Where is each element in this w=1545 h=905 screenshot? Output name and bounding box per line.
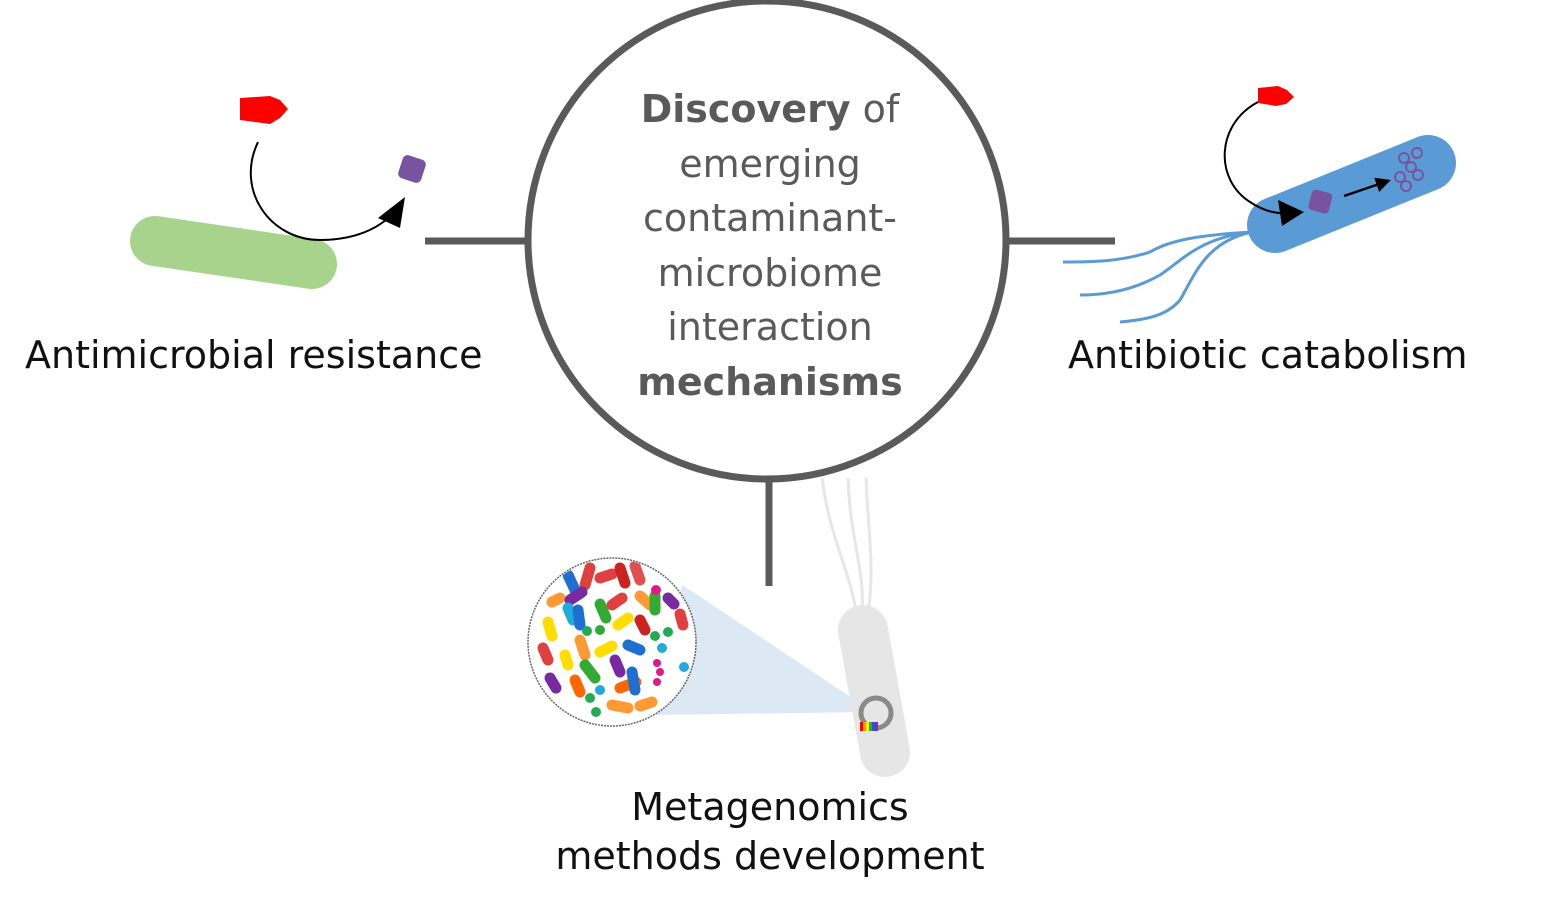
purple-metabolite-icon [398, 155, 426, 183]
green-bacterium [130, 216, 337, 289]
red-antibiotic-molecule-icon [240, 96, 288, 124]
degradation-products-icon [1394, 147, 1424, 192]
gray-flagella [820, 477, 873, 613]
magnifier-beam [650, 585, 868, 715]
antibiotic-catabolism-label: Antibiotic catabolism [1068, 333, 1468, 377]
hub-circle [524, 0, 1010, 483]
metagenomics-label-line1: Metagenomics [631, 785, 909, 829]
uptake-arrowhead-icon [1278, 200, 1304, 226]
resistance-arrowhead-icon [378, 197, 405, 228]
hub-title-line4: microbiome [657, 250, 883, 295]
antibiotic-catabolism-illustration [1062, 86, 1456, 324]
hub-title-line3: contaminant- [642, 196, 898, 240]
hub-title-line2: emerging [679, 141, 861, 186]
degradation-arrow [1343, 177, 1391, 198]
connector-lines [425, 237, 1115, 586]
metagenomics-label: Metagenomics methods development [470, 783, 1070, 881]
purple-metabolite-icon [1308, 189, 1333, 214]
red-antibiotic-molecule-icon [1258, 86, 1294, 106]
microbial-community [537, 560, 689, 714]
antimicrobial-resistance-illustration [130, 96, 426, 289]
metagenomics-label-line2: methods development [555, 834, 985, 878]
hub-title-line5: interaction [667, 305, 873, 349]
antimicrobial-resistance-label: Antimicrobial resistance [25, 333, 483, 377]
hub-title-line6: mechanisms [637, 359, 903, 404]
hub-title-of: of [850, 87, 900, 131]
flagella [1062, 230, 1253, 324]
gray-bacterium [838, 605, 910, 777]
metagenomics-illustration [527, 477, 910, 777]
hub-title-bold-word: Discovery [640, 87, 851, 131]
cocci [582, 585, 689, 717]
catabolism-uptake-arrow [1223, 101, 1293, 215]
plasmid-barcode-icon [860, 722, 878, 731]
resistance-arrow [249, 141, 401, 242]
hub-title: Discovery of emerging contaminant- micro… [560, 82, 980, 409]
